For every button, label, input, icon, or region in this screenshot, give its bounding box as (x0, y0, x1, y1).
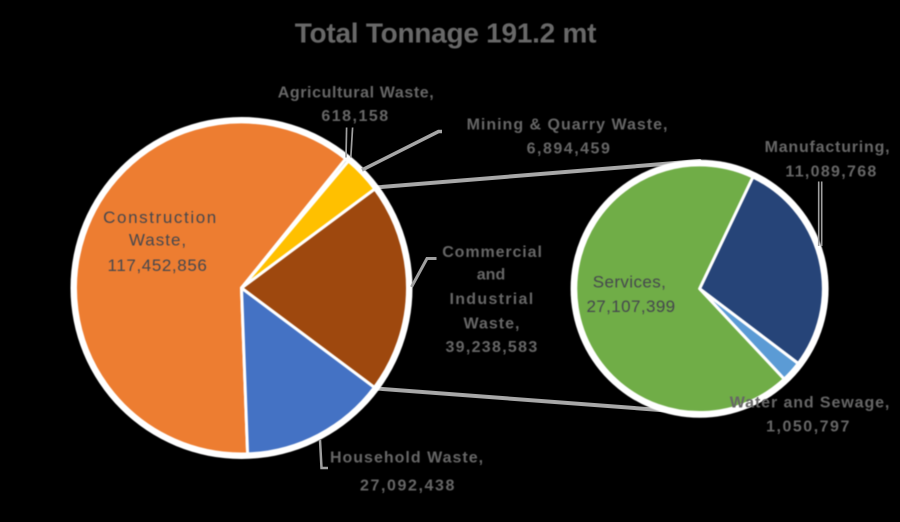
svg-text:Household Waste,: Household Waste, (330, 450, 484, 467)
svg-text:Total Tonnage 191.2 mt: Total Tonnage 191.2 mt (295, 17, 597, 48)
svg-text:Manufacturing,: Manufacturing, (765, 139, 891, 156)
svg-text:1,050,797: 1,050,797 (766, 419, 851, 436)
svg-text:27,107,399: 27,107,399 (586, 297, 675, 316)
svg-text:27,092,438: 27,092,438 (360, 477, 456, 494)
svg-text:Mining & Quarry Waste,: Mining & Quarry Waste, (467, 117, 669, 134)
svg-text:11,089,768: 11,089,768 (785, 164, 877, 181)
svg-text:Commercial: Commercial (442, 244, 543, 261)
svg-text:618,158: 618,158 (321, 108, 389, 125)
svg-text:Industrial: Industrial (449, 291, 534, 308)
svg-text:Water and Sewage,: Water and Sewage, (730, 395, 891, 412)
svg-text:Agricultural Waste,: Agricultural Waste, (278, 85, 435, 102)
svg-text:Waste,: Waste, (129, 230, 187, 249)
svg-text:39,238,583: 39,238,583 (445, 339, 538, 356)
svg-text:and: and (477, 266, 505, 283)
svg-text:Waste,: Waste, (464, 316, 521, 333)
svg-text:Services,: Services, (593, 272, 667, 291)
svg-text:117,452,856: 117,452,856 (108, 256, 208, 275)
svg-text:6,894,459: 6,894,459 (527, 141, 612, 158)
svg-text:Construction: Construction (103, 208, 218, 227)
